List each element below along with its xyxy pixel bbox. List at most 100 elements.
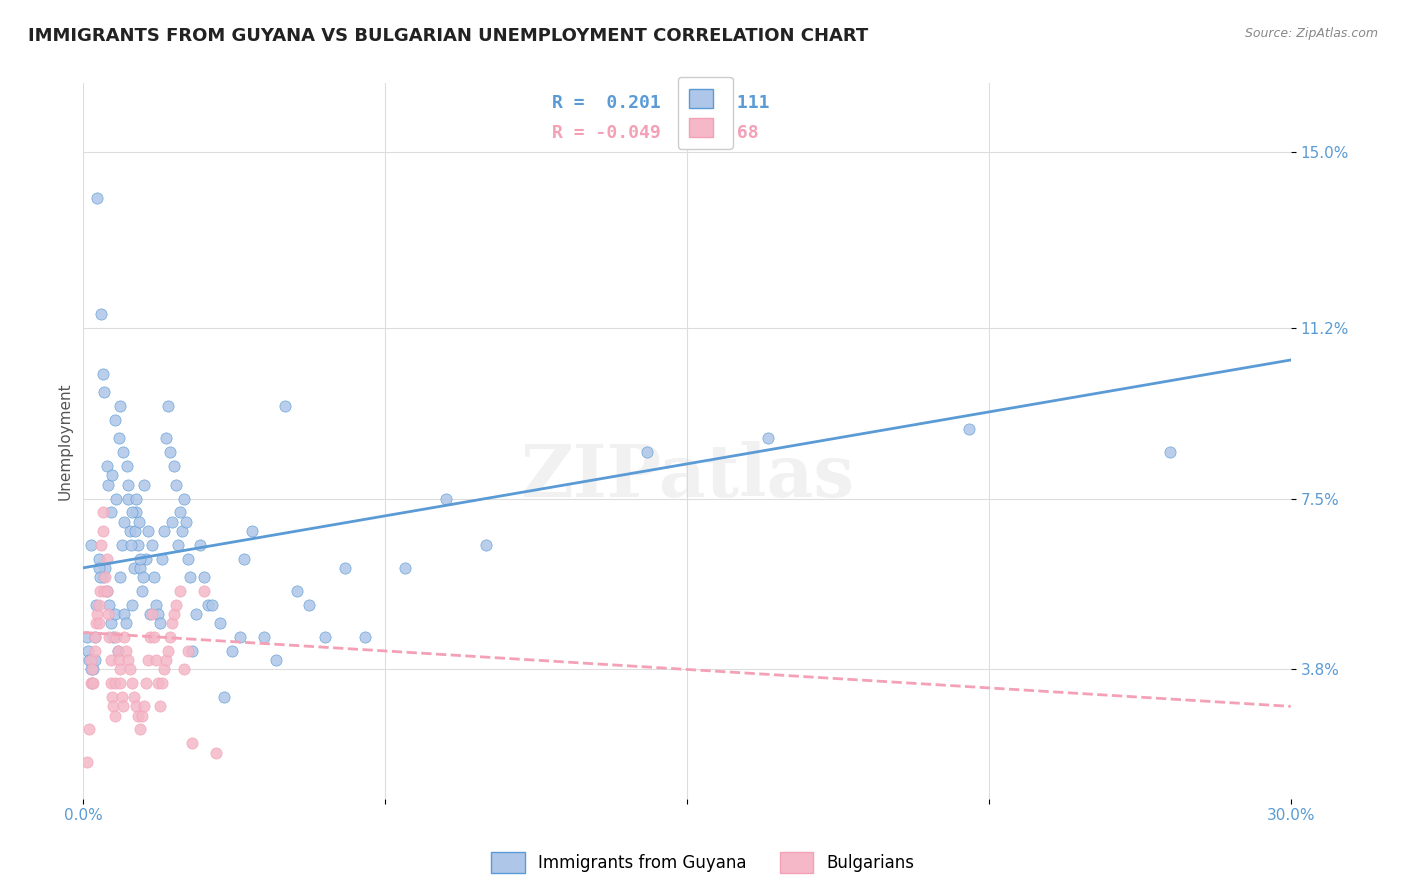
Point [105,491,128,506]
Text: R = -0.049   N = 68: R = -0.049 N = 68 [551,124,758,143]
Point [159,630,181,644]
Point [138,607,160,621]
Point [135,676,157,690]
Text: R =  0.201   N = 111: R = 0.201 N = 111 [551,94,769,112]
Point [90,307,112,321]
Point [149,699,172,714]
Point [79,723,101,737]
Point [173,662,195,676]
Point [184,607,207,621]
Point [94,570,117,584]
Point [253,630,276,644]
Point [80,538,103,552]
Point [125,491,148,506]
Point [91,505,114,519]
Point [474,538,496,552]
Point [141,607,163,621]
Point [84,598,107,612]
Point [170,524,193,538]
Point [136,653,159,667]
Point [155,653,177,667]
Point [111,699,134,714]
Point [107,644,129,658]
Point [110,399,132,413]
Text: IMMIGRANTS FROM GUYANA VS BULGARIAN UNEMPLOYMENT CORRELATION CHART: IMMIGRANTS FROM GUYANA VS BULGARIAN UNEM… [28,27,869,45]
Point [96,551,118,566]
Point [84,616,107,631]
Point [197,598,219,612]
Point [83,653,105,667]
Point [146,676,169,690]
Point [174,515,197,529]
Point [84,630,107,644]
Text: Source: ZipAtlas.com: Source: ZipAtlas.com [1244,27,1378,40]
Point [188,538,211,552]
Point [108,662,131,676]
Point [298,598,321,612]
Point [142,630,165,644]
Point [124,505,146,519]
Point [149,616,172,631]
Point [98,598,121,612]
Point [82,676,104,690]
Point [104,413,127,427]
Point [128,561,150,575]
Point [177,644,200,658]
Point [141,538,163,552]
Point [756,432,779,446]
Point [89,616,111,631]
Point [333,561,356,575]
Point [117,477,139,491]
Point [90,538,112,552]
Point [132,699,155,714]
Point [93,570,115,584]
Point [193,570,215,584]
Y-axis label: Unemployment: Unemployment [58,382,72,500]
Legend: Immigrants from Guyana, Bulgarians: Immigrants from Guyana, Bulgarians [485,846,921,880]
Point [76,755,98,769]
Point [285,583,308,598]
Point [201,598,224,612]
Point [82,676,104,690]
Point [96,459,118,474]
Point [114,644,136,658]
Point [1159,445,1181,459]
Point [117,491,139,506]
Point [169,583,191,598]
Point [124,699,146,714]
Point [98,630,121,644]
Point [160,515,183,529]
Point [89,551,111,566]
Point [122,561,145,575]
Point [83,644,105,658]
Point [93,385,115,400]
Point [110,676,132,690]
Point [82,662,104,676]
Point [107,432,129,446]
Point [112,607,135,621]
Point [103,630,125,644]
Point [165,477,187,491]
Point [212,690,235,705]
Point [434,491,457,506]
Point [205,746,228,760]
Point [150,551,173,566]
Point [129,551,152,566]
Point [86,191,108,205]
Point [93,524,115,538]
Point [128,515,150,529]
Point [87,598,110,612]
Point [122,690,145,705]
Point [104,676,127,690]
Point [150,676,173,690]
Text: ZIPatlas: ZIPatlas [520,442,853,512]
Point [209,616,232,631]
Point [314,630,336,644]
Point [87,561,110,575]
Point [93,583,115,598]
Point [101,690,124,705]
Point [229,630,252,644]
Point [96,583,118,598]
Point [94,561,117,575]
Point [104,708,127,723]
